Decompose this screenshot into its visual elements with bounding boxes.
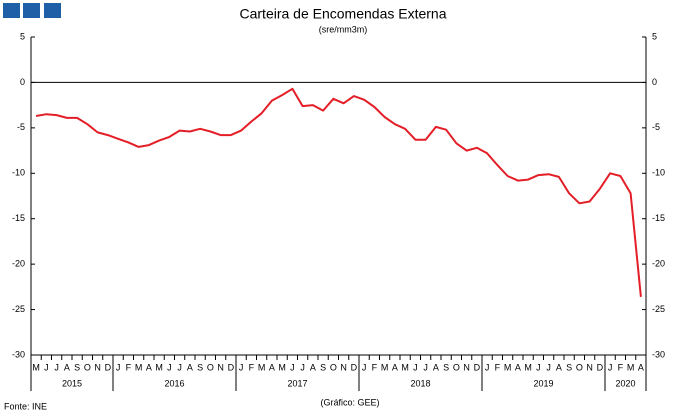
x-tick-label: M bbox=[155, 362, 163, 372]
y2-tick-label: -15 bbox=[652, 213, 665, 223]
x-tick-label: O bbox=[576, 362, 583, 372]
year-label: 2018 bbox=[410, 378, 430, 388]
year-label: 2017 bbox=[287, 378, 307, 388]
x-tick-label: S bbox=[320, 362, 326, 372]
x-tick-label: N bbox=[217, 362, 224, 372]
x-tick-label: M bbox=[278, 362, 286, 372]
x-tick-label: M bbox=[504, 362, 512, 372]
x-tick-label: O bbox=[84, 362, 91, 372]
x-tick-label: M bbox=[258, 362, 266, 372]
year-label: 2016 bbox=[164, 378, 184, 388]
x-tick-label: A bbox=[146, 362, 152, 372]
x-tick-label: J bbox=[536, 362, 541, 372]
x-tick-label: A bbox=[556, 362, 562, 372]
x-tick-label: F bbox=[372, 362, 378, 372]
x-tick-label: J bbox=[54, 362, 59, 372]
y-tick-label: -10 bbox=[12, 168, 25, 178]
x-tick-label: D bbox=[228, 362, 235, 372]
x-tick-label: J bbox=[177, 362, 182, 372]
y2-tick-label: 0 bbox=[652, 77, 657, 87]
source: Fonte: INE bbox=[4, 401, 47, 411]
x-tick-label: J bbox=[116, 362, 121, 372]
x-tick-label: M bbox=[381, 362, 389, 372]
y2-tick-label: 5 bbox=[652, 31, 657, 41]
chart-title: Carteira de Encomendas Externa bbox=[240, 6, 447, 22]
x-tick-label: S bbox=[566, 362, 572, 372]
x-tick-label: J bbox=[413, 362, 418, 372]
x-tick-label: O bbox=[330, 362, 337, 372]
x-tick-label: D bbox=[474, 362, 481, 372]
y2-tick-label: -10 bbox=[652, 168, 665, 178]
x-tick-label: A bbox=[392, 362, 398, 372]
logo-square bbox=[3, 3, 20, 18]
x-tick-label: A bbox=[187, 362, 193, 372]
x-tick-label: A bbox=[433, 362, 439, 372]
x-tick-label: J bbox=[44, 362, 49, 372]
x-tick-label: F bbox=[126, 362, 132, 372]
x-tick-label: M bbox=[32, 362, 40, 372]
x-tick-label: A bbox=[638, 362, 644, 372]
x-tick-label: S bbox=[443, 362, 449, 372]
x-tick-label: S bbox=[74, 362, 80, 372]
data-line bbox=[35, 87, 642, 297]
y-tick-label: -15 bbox=[12, 213, 25, 223]
y2-tick-label: -25 bbox=[652, 304, 665, 314]
x-tick-label: S bbox=[197, 362, 203, 372]
x-tick-label: N bbox=[94, 362, 101, 372]
x-tick-label: N bbox=[340, 362, 347, 372]
logo-square bbox=[44, 3, 61, 18]
credit: (Gráfico: GEE) bbox=[320, 397, 379, 407]
x-tick-label: F bbox=[618, 362, 624, 372]
x-tick-label: N bbox=[463, 362, 470, 372]
x-tick-label: J bbox=[546, 362, 551, 372]
x-tick-label: O bbox=[453, 362, 460, 372]
x-tick-label: M bbox=[135, 362, 143, 372]
x-tick-label: A bbox=[269, 362, 275, 372]
x-tick-label: J bbox=[167, 362, 172, 372]
x-tick-label: A bbox=[64, 362, 70, 372]
y-tick-label: -25 bbox=[12, 304, 25, 314]
x-tick-label: J bbox=[290, 362, 295, 372]
x-tick-label: M bbox=[524, 362, 532, 372]
x-tick-label: N bbox=[586, 362, 593, 372]
x-tick-label: A bbox=[310, 362, 316, 372]
x-tick-label: D bbox=[597, 362, 604, 372]
x-tick-label: M bbox=[627, 362, 635, 372]
logo-square bbox=[23, 3, 40, 18]
y-tick-label: -20 bbox=[12, 259, 25, 269]
x-tick-label: D bbox=[351, 362, 358, 372]
x-tick-label: F bbox=[249, 362, 255, 372]
x-tick-label: J bbox=[485, 362, 490, 372]
x-tick-label: J bbox=[362, 362, 367, 372]
x-tick-label: J bbox=[608, 362, 613, 372]
x-tick-label: J bbox=[239, 362, 244, 372]
x-tick-label: J bbox=[300, 362, 305, 372]
x-tick-label: A bbox=[515, 362, 521, 372]
y2-tick-label: -20 bbox=[652, 259, 665, 269]
x-tick-label: F bbox=[495, 362, 501, 372]
y-tick-label: -30 bbox=[12, 349, 25, 359]
x-tick-label: M bbox=[401, 362, 409, 372]
y2-tick-label: -5 bbox=[652, 122, 660, 132]
y2-tick-label: -30 bbox=[652, 349, 665, 359]
x-tick-label: J bbox=[423, 362, 428, 372]
y-tick-label: 5 bbox=[20, 31, 25, 41]
x-tick-label: O bbox=[207, 362, 214, 372]
y-tick-label: -5 bbox=[17, 122, 25, 132]
year-label: 2020 bbox=[615, 378, 635, 388]
y-tick-label: 0 bbox=[20, 77, 25, 87]
year-label: 2019 bbox=[533, 378, 553, 388]
year-label: 2015 bbox=[62, 378, 82, 388]
chart-subtitle: (sre/mm3m) bbox=[319, 24, 368, 34]
x-tick-label: D bbox=[105, 362, 112, 372]
